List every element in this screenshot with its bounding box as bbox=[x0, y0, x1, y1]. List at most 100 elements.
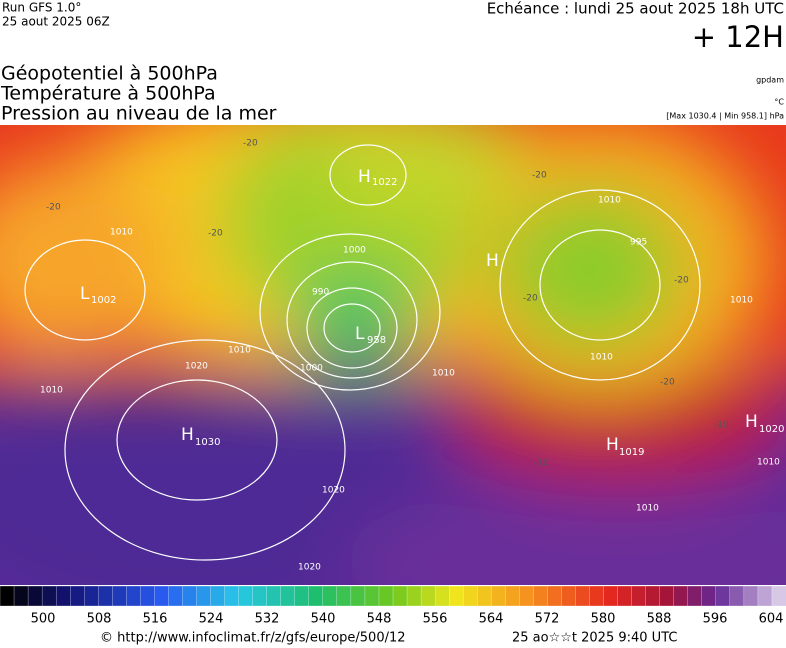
colorbar-swatch bbox=[561, 585, 577, 607]
colorbar-swatch bbox=[84, 585, 99, 607]
colorbar-swatch bbox=[505, 585, 520, 607]
colorbar-swatch bbox=[126, 585, 142, 607]
colorbar-swatch bbox=[420, 585, 436, 607]
center-letter: L bbox=[80, 284, 90, 304]
colorbar-swatch bbox=[533, 585, 549, 607]
colorbar-swatch bbox=[589, 585, 605, 607]
colorbar-swatch bbox=[280, 585, 296, 607]
colorbar-swatch bbox=[196, 585, 212, 607]
center-letter: H bbox=[606, 435, 619, 455]
isobar-label: 1010 bbox=[40, 386, 63, 396]
temp-label: -20 bbox=[523, 294, 538, 304]
temp-label: -20 bbox=[532, 171, 547, 181]
colorbar-label: 564 bbox=[479, 612, 504, 627]
isobar-label: 1010 bbox=[110, 228, 133, 238]
center-value: 1002 bbox=[91, 295, 116, 306]
center-value: 1030 bbox=[195, 437, 220, 448]
isobar-label: 1010 bbox=[730, 296, 753, 306]
temp-label: -20 bbox=[660, 378, 675, 388]
center-value: 1022 bbox=[372, 177, 397, 188]
footer-date: 25 ao☆☆t 2025 9:40 UTC bbox=[512, 631, 677, 646]
colorbar-swatch bbox=[687, 585, 703, 607]
colorbar-swatch bbox=[603, 585, 619, 607]
colorbar-label: 500 bbox=[31, 612, 56, 627]
center-letter: H bbox=[358, 167, 371, 187]
colorbar-swatch bbox=[701, 585, 717, 607]
map bbox=[0, 125, 786, 585]
isobar-label: 1000 bbox=[300, 364, 323, 374]
temp-label: -20 bbox=[243, 139, 258, 149]
colorbar-swatch bbox=[168, 585, 184, 607]
contour-labels: 1010 1010 1020 1010 990 1000 1000 1010 1… bbox=[40, 139, 780, 573]
isobar-label: 1010 bbox=[432, 369, 455, 379]
colorbar-swatch bbox=[434, 585, 450, 607]
colorbar-swatch bbox=[350, 585, 366, 607]
colorbar-swatch bbox=[210, 585, 226, 607]
colorbar-label: 540 bbox=[311, 612, 336, 627]
colorbar-label: 532 bbox=[255, 612, 280, 627]
colorbar-swatch bbox=[70, 585, 85, 607]
center-letter: H bbox=[181, 425, 194, 445]
colorbar-swatch bbox=[547, 585, 563, 607]
colorbar-swatch bbox=[224, 585, 240, 607]
colorbar-label: 580 bbox=[591, 612, 616, 627]
colorbar-swatch bbox=[491, 585, 506, 607]
colorbar-swatch bbox=[13, 585, 29, 607]
colorbar-swatch bbox=[364, 585, 380, 607]
colorbar-swatch bbox=[55, 585, 71, 607]
unit: °C bbox=[774, 98, 784, 107]
unit: gpdam bbox=[756, 76, 784, 85]
colorbar-swatch bbox=[575, 585, 591, 607]
isobar-label: 1020 bbox=[298, 563, 321, 573]
colorbar-swatch bbox=[294, 585, 310, 607]
isobar-label: 1010 bbox=[598, 196, 621, 206]
run: Run GFS 1.0° bbox=[2, 1, 81, 15]
center-value: 1020 bbox=[759, 424, 784, 435]
colorbar-label: 604 bbox=[759, 612, 784, 627]
colorbar-swatch bbox=[392, 585, 408, 607]
colorbar-label: 596 bbox=[703, 612, 728, 627]
colorbar-swatch bbox=[112, 585, 127, 607]
colorbar-label: 508 bbox=[87, 612, 112, 627]
colorbar-swatch bbox=[154, 585, 170, 607]
center-letter: H bbox=[486, 251, 499, 271]
center-value: 958 bbox=[367, 335, 386, 346]
isobar-label: 990 bbox=[312, 288, 329, 298]
colorbar-swatch bbox=[182, 585, 198, 607]
colorbar-swatch bbox=[336, 585, 352, 607]
colorbar-swatch bbox=[266, 585, 282, 607]
isobar-label: 995 bbox=[630, 238, 647, 248]
colorbar-swatch bbox=[771, 585, 786, 607]
colorbar-swatch bbox=[477, 585, 492, 607]
isobar-label: 1020 bbox=[185, 362, 208, 372]
colorbar-swatch bbox=[743, 585, 759, 607]
colorbar-swatch bbox=[673, 585, 689, 607]
temp-label: -10 bbox=[714, 421, 729, 431]
colorbar-swatch bbox=[252, 585, 268, 607]
unit: [Max 1030.4 | Min 958.1] hPa bbox=[666, 112, 784, 121]
colorbar-swatch bbox=[448, 585, 464, 607]
isobar-label: 1010 bbox=[590, 353, 613, 363]
colorbar-swatch bbox=[406, 585, 422, 607]
footer-source: © http://www.infoclimat.fr/z/gfs/europe/… bbox=[100, 631, 406, 646]
isobar-label: 1020 bbox=[322, 486, 345, 496]
echeance: Echéance : lundi 25 aout 2025 18h UTC bbox=[487, 0, 784, 18]
colorbar-label: 516 bbox=[143, 612, 168, 627]
colorbar-swatch bbox=[659, 585, 675, 607]
isobar-label: 1000 bbox=[343, 246, 366, 256]
colorbar-swatch bbox=[729, 585, 745, 607]
colorbar-swatch bbox=[41, 585, 57, 607]
field: Géopotentiel à 500hPa bbox=[1, 63, 218, 85]
colorbar-swatch bbox=[140, 585, 156, 607]
run-date: 25 aout 2025 06Z bbox=[2, 15, 110, 29]
center-value: 1019 bbox=[619, 447, 644, 458]
isobar-label: 1010 bbox=[757, 458, 780, 468]
center-letter: H bbox=[745, 412, 758, 432]
colorbar-swatch bbox=[631, 585, 647, 607]
colorbar-swatch bbox=[378, 585, 394, 607]
colorbar-swatch bbox=[0, 585, 15, 607]
colorbar-label: 556 bbox=[423, 612, 448, 627]
colorbar-swatch bbox=[645, 585, 661, 607]
field: Pression au niveau de la mer bbox=[1, 103, 277, 125]
